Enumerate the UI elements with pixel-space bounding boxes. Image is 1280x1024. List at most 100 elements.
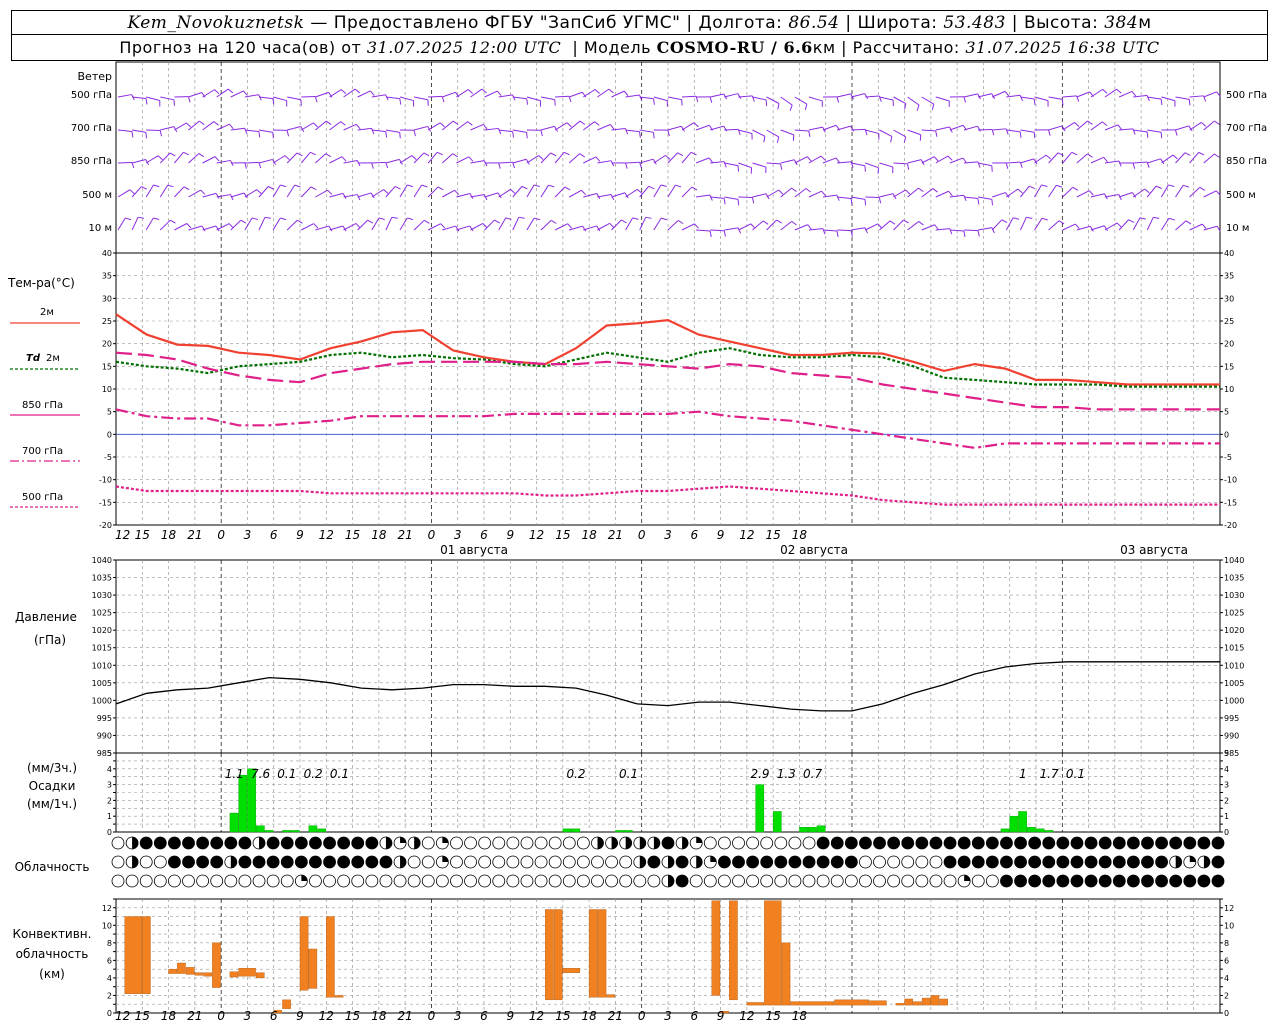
y-tick-label-right: 1015 [1224,644,1244,653]
wind-barb-feather [804,103,808,111]
wind-barb-feather [268,186,274,190]
wind-barb-feather [153,184,160,188]
wind-barb-feather [934,224,939,230]
precip-bar [772,811,782,833]
wind-barb-feather [1199,186,1206,191]
wind-barb-feather [776,219,782,224]
title-row-1: Kem_Novokuznetsk — Предоставлено ФГБУ "З… [11,10,1268,35]
wind-barb-staff [837,229,852,232]
wind-barb-feather [1184,152,1191,156]
wind-barb-staff [258,129,273,133]
wind-barb-feather [1155,185,1162,189]
wind-barb-feather [864,93,869,100]
precip-bar [1027,827,1036,833]
wind-barb-feather [496,90,502,96]
wind-barb-staff [879,129,893,137]
wind-barb-feather [805,188,812,193]
wind-barb-staff [131,186,142,198]
time-tick-label: 15 [766,528,781,542]
cloud-quarter [1189,856,1196,862]
wind-barb-feather [864,199,867,206]
wind-barb-staff [413,219,425,231]
time-tick-label: 6 [690,1009,698,1023]
wind-barb-staff [696,194,711,198]
wind-barb-staff [893,162,908,165]
cloud-circle [971,874,985,888]
wind-barb-feather [579,153,585,158]
wind-barb-staff [371,189,384,198]
wind-barb-staff [414,96,428,101]
wind-barb-staff [738,95,753,98]
y-tick-label-right: 1005 [1224,679,1244,688]
wind-barb-staff [554,151,565,164]
y-tick-label: 4 [107,765,112,774]
wind-barb-feather [977,198,980,205]
cloud-circle [1183,874,1197,888]
cloud-circle [1098,855,1112,869]
convective-bar [921,997,931,1006]
wind-barb-staff [343,223,357,231]
wind-barb-staff [1006,129,1021,133]
precip-bar [807,827,817,833]
wind-barb-staff [696,229,711,232]
cloud-circle [464,836,477,850]
wind-barb-staff [315,189,328,198]
wind-barb-staff [1048,96,1063,100]
wind-barb-feather [494,219,500,224]
wind-barb-feather [564,186,571,191]
wind-barb-feather [780,163,783,170]
wind-barb-staff [442,225,456,231]
y-tick-label-right: 0 [1224,430,1229,439]
wind-barb-feather [1005,162,1009,169]
time-axis-bottom: 12 15 18 21 0 3 6 9 12 15 18 21 0 3 6 9 12 15 18 21 0 3 6 9 12 15… [115,1009,807,1023]
wind-barb-staff [216,159,231,164]
time-tick-label: 12 [529,528,544,542]
wind-barb-staff [427,223,441,231]
wind-barb-feather [505,217,512,220]
wind-barb-staff [132,96,147,99]
wind-barb-staff [851,162,866,167]
wind-barb-staff [1020,158,1034,164]
convective-bar [904,998,913,1006]
cloud-quarter [400,837,407,843]
wind-barb-staff [766,129,780,138]
y-tick-label: 0 [107,430,112,439]
cloud-circle [746,836,760,850]
wind-barb-staff [695,124,710,131]
y-tick-label-right: 35 [1224,272,1234,281]
wind-barb-feather [737,199,740,206]
y-tick-label-right: 1010 [1224,661,1244,670]
wind-barb-staff [893,96,907,105]
wind-barb-staff [893,219,904,231]
wind-barb-feather [878,197,882,204]
y-tick-label: 5 [107,749,112,758]
wind-barb-feather [690,151,697,156]
cloud-circle [859,836,872,850]
pressure-unit: (гПа) [34,633,66,647]
y-tick-label: 1030 [92,591,112,600]
cloud-circle [492,874,506,888]
wind-barb-feather [342,193,347,199]
cloud-circle [266,855,280,869]
wind-barb-staff [498,217,507,231]
cloud-half [639,837,646,849]
wind-barb-staff [526,96,541,102]
wind-barb-feather [423,152,430,157]
alt-value: 384 [1104,12,1139,33]
wind-barb-feather [763,136,766,143]
wind-barb-feather [467,89,474,94]
wind-barb-staff [1118,90,1133,98]
wind-barb-feather [1019,95,1023,102]
y-tick-label-right: 20 [1224,340,1234,349]
cloud-circle [111,836,125,850]
wind-barb-staff [1104,88,1117,98]
model-name: COSMO-RU / 6.6 [656,38,813,57]
wind-barb-staff [837,161,852,164]
wind-barb-feather [367,219,374,224]
wind-barb-feather [903,136,907,143]
cloud-half [1203,856,1210,868]
cloud-circle [492,836,506,850]
wind-barb-staff [780,159,795,164]
cloud-circle [1042,836,1056,850]
time-tick-label: 18 [582,528,598,542]
